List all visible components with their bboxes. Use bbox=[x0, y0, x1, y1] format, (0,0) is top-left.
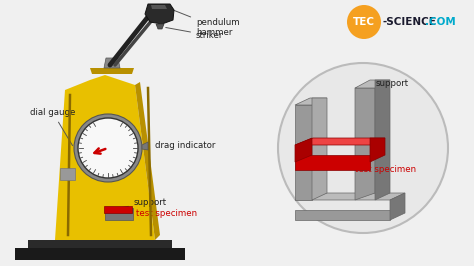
Polygon shape bbox=[295, 210, 390, 220]
Polygon shape bbox=[135, 82, 160, 240]
Circle shape bbox=[78, 118, 138, 178]
Polygon shape bbox=[105, 208, 133, 220]
Text: drag indicator: drag indicator bbox=[147, 141, 215, 150]
Text: support: support bbox=[122, 198, 167, 207]
Polygon shape bbox=[295, 105, 312, 200]
Text: test specimen: test specimen bbox=[121, 209, 197, 218]
Polygon shape bbox=[156, 24, 164, 29]
Text: TEC: TEC bbox=[353, 17, 375, 27]
Circle shape bbox=[74, 114, 142, 182]
Circle shape bbox=[347, 5, 381, 39]
Text: -SCIENCE: -SCIENCE bbox=[383, 17, 437, 27]
Polygon shape bbox=[15, 248, 185, 260]
Polygon shape bbox=[90, 68, 134, 74]
Text: dial gauge: dial gauge bbox=[30, 108, 75, 146]
Polygon shape bbox=[390, 193, 405, 220]
Polygon shape bbox=[355, 80, 390, 88]
Polygon shape bbox=[375, 80, 390, 200]
Polygon shape bbox=[295, 155, 370, 170]
Polygon shape bbox=[312, 98, 327, 200]
Polygon shape bbox=[55, 75, 155, 240]
Text: pendulum
hammer: pendulum hammer bbox=[171, 9, 240, 38]
Polygon shape bbox=[60, 168, 75, 180]
Polygon shape bbox=[295, 138, 385, 145]
Polygon shape bbox=[142, 142, 148, 150]
Text: support: support bbox=[376, 79, 409, 88]
Polygon shape bbox=[104, 206, 132, 213]
Polygon shape bbox=[355, 88, 375, 200]
Polygon shape bbox=[151, 5, 167, 9]
Polygon shape bbox=[104, 58, 120, 68]
Text: test specimen: test specimen bbox=[355, 165, 416, 174]
Text: .COM: .COM bbox=[425, 17, 456, 27]
Polygon shape bbox=[295, 98, 327, 105]
Polygon shape bbox=[28, 240, 172, 248]
Polygon shape bbox=[370, 138, 385, 162]
Polygon shape bbox=[295, 138, 312, 162]
Circle shape bbox=[278, 63, 448, 233]
Polygon shape bbox=[145, 4, 174, 24]
Text: striker: striker bbox=[166, 27, 223, 40]
Polygon shape bbox=[295, 193, 405, 200]
